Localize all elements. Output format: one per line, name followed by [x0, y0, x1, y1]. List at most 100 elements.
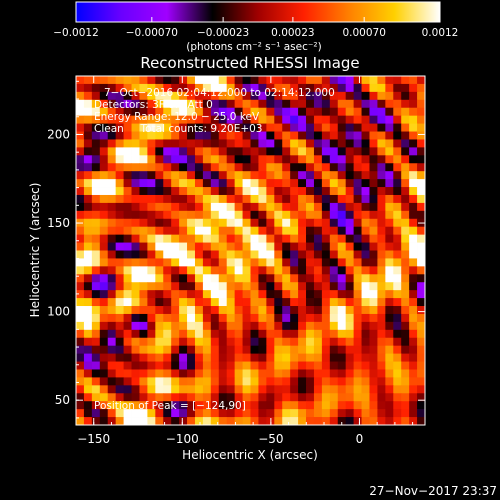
heatmap-cell — [250, 171, 259, 180]
heatmap-cell — [91, 210, 101, 220]
heatmap-cell — [131, 393, 140, 402]
heatmap-cell — [234, 242, 243, 251]
heatmap-cell — [210, 155, 220, 164]
heatmap-cell — [377, 345, 386, 355]
heatmap-cell — [147, 361, 156, 370]
heatmap-cell — [99, 218, 109, 228]
heatmap-cell — [123, 83, 132, 93]
heatmap-cell — [210, 329, 220, 339]
colorbar-tick-label: −0.0012 — [53, 27, 99, 39]
heatmap-cell — [417, 385, 425, 394]
heatmap-cell — [298, 353, 307, 362]
heatmap-cell — [385, 187, 394, 196]
heatmap-cell — [282, 313, 291, 323]
heatmap-cell — [417, 321, 425, 331]
heatmap-cell — [266, 123, 275, 132]
heatmap-cell — [194, 131, 204, 140]
heatmap-cell — [99, 266, 109, 275]
heatmap-cell — [250, 298, 259, 307]
heatmap-cell — [250, 123, 259, 132]
heatmap-cell — [409, 226, 418, 236]
heatmap-cell — [234, 313, 243, 323]
heatmap-cell — [282, 218, 291, 228]
heatmap-cell — [242, 353, 251, 362]
heatmap-cell — [274, 210, 283, 220]
heatmap-cell — [329, 155, 339, 164]
heatmap-cell — [282, 361, 291, 370]
heatmap-cell — [409, 210, 418, 220]
heatmap-cell — [329, 179, 339, 188]
heatmap-cell — [290, 131, 299, 140]
heatmap-cell — [274, 313, 283, 323]
heatmap-cell — [179, 242, 188, 251]
y-tick-label: 100 — [47, 305, 70, 319]
heatmap-cell — [274, 409, 283, 418]
annotations: 7−Oct−2016 02:04:12.000 to 02:14:12.000 … — [94, 87, 335, 412]
heatmap-cell — [306, 107, 315, 117]
heatmap-cell — [202, 369, 212, 378]
heatmap-cell — [306, 409, 315, 418]
heatmap-cell — [306, 139, 315, 148]
heatmap-cell — [234, 179, 243, 188]
heatmap-cell — [298, 409, 307, 418]
heatmap-cell — [409, 369, 418, 378]
heatmap-cell — [210, 258, 220, 267]
heatmap-cell — [107, 321, 117, 331]
heatmap-cell — [242, 115, 251, 124]
heatmap-cell — [329, 202, 339, 212]
heatmap-cell — [107, 210, 117, 220]
heatmap-cell — [99, 377, 109, 386]
heatmap-cell — [353, 345, 362, 355]
heatmap-cell — [179, 361, 188, 370]
heatmap-cell — [107, 393, 117, 402]
heatmap-cell — [401, 313, 410, 323]
heatmap-cell — [329, 393, 339, 402]
heatmap-cell — [321, 298, 331, 307]
heatmap-cell — [393, 290, 402, 299]
heatmap-cell — [313, 139, 323, 148]
x-tick-label: −150 — [77, 432, 110, 446]
heatmap-cell — [226, 147, 236, 156]
heatmap-cell — [107, 401, 117, 410]
heatmap-cell — [179, 171, 188, 180]
heatmap-cell — [401, 385, 410, 394]
heatmap-cell — [321, 377, 331, 386]
heatmap-cell — [361, 409, 370, 418]
heatmap-cell — [218, 179, 228, 188]
heatmap-cell — [139, 306, 148, 315]
heatmap-cell — [83, 298, 93, 307]
heatmap-cell — [107, 194, 117, 204]
heatmap-cell — [250, 313, 259, 323]
heatmap-cell — [123, 345, 132, 355]
heatmap-cell — [163, 131, 172, 140]
heatmap-cell — [139, 401, 148, 410]
heatmap-cell — [99, 91, 109, 101]
heatmap-cell — [385, 313, 394, 323]
heatmap-cell — [417, 107, 425, 117]
heatmap-cell — [147, 393, 156, 402]
heatmap-cell — [377, 234, 386, 243]
heatmap-cell — [258, 76, 267, 85]
heatmap-cell — [329, 298, 339, 307]
heatmap-cell — [147, 202, 156, 212]
heatmap-cell — [393, 155, 402, 164]
heatmap-cell — [226, 290, 236, 299]
heatmap-cell — [83, 76, 93, 85]
heatmap-cell — [83, 202, 93, 212]
heatmap-cell — [218, 290, 228, 299]
heatmap-cell — [417, 171, 425, 180]
heatmap-cell — [321, 76, 331, 85]
heatmap-cell — [131, 218, 140, 228]
heatmap-cell — [290, 194, 299, 204]
heatmap-cell — [171, 369, 180, 378]
heatmap-cell — [202, 409, 212, 418]
heatmap-cell — [76, 147, 85, 156]
heatmap-cell — [393, 393, 402, 402]
heatmap-cell — [179, 401, 188, 410]
heatmap-cell — [250, 290, 259, 299]
heatmap-cell — [306, 369, 315, 378]
heatmap-cell — [393, 266, 402, 275]
heatmap-cell — [401, 179, 410, 188]
heatmap-cell — [250, 139, 259, 148]
heatmap-cell — [91, 179, 101, 188]
